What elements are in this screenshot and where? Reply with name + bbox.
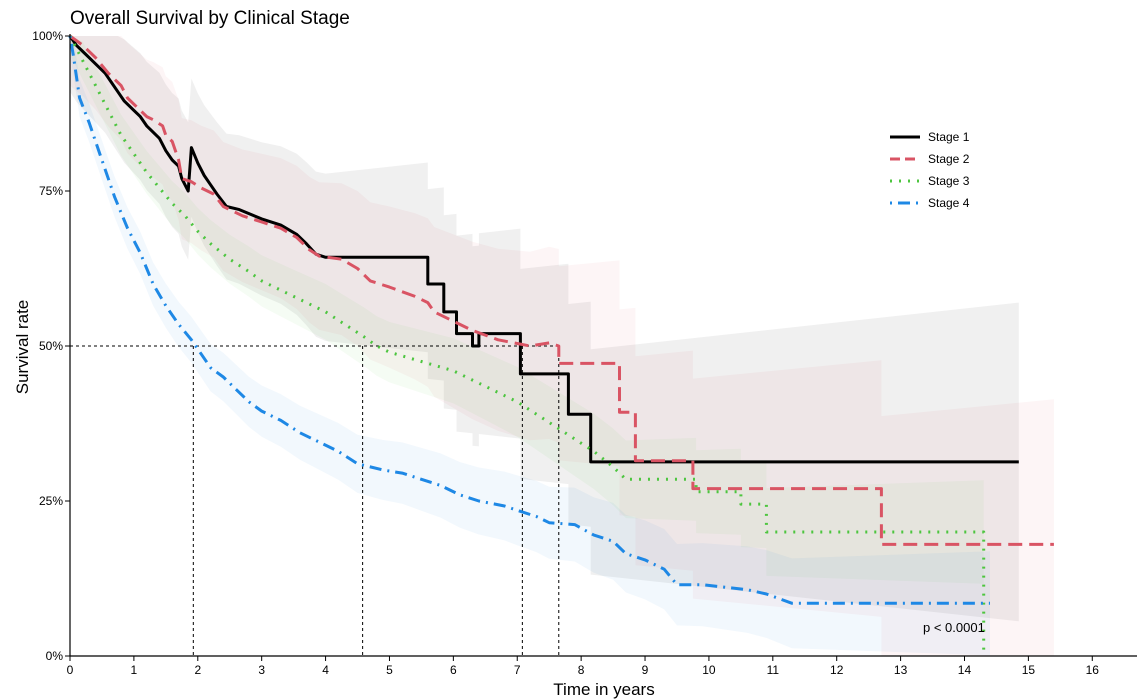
series-2-curve <box>69 34 1054 546</box>
legend-label-4: Stage 4 <box>928 196 970 210</box>
x-tick-label: 16 <box>1086 663 1100 677</box>
series-3-curve <box>68 35 986 656</box>
y-tick-label: 75% <box>39 184 63 198</box>
x-tick-label: 10 <box>702 663 716 677</box>
x-tick-label: 11 <box>767 663 780 677</box>
median-reference-lines <box>70 345 560 656</box>
confidence-band-4 <box>70 36 990 656</box>
legend: Stage 1 Stage 2 Stage 3 Stage 4 <box>890 130 970 210</box>
x-tick-label: 6 <box>450 663 457 677</box>
series-4-curve <box>68 35 990 605</box>
x-tick-label: 3 <box>258 663 265 677</box>
x-tick-label: 12 <box>830 663 844 677</box>
p-value-annotation: p < 0.0001 <box>923 620 985 635</box>
series-1-curve <box>68 35 1019 464</box>
x-tick-label: 14 <box>958 663 972 677</box>
legend-label-2: Stage 2 <box>928 152 970 166</box>
y-tick-label: 100% <box>32 29 63 43</box>
legend-label-1: Stage 1 <box>928 130 970 144</box>
y-axis-title: Survival rate <box>13 300 32 394</box>
confidence-bands <box>70 36 1054 656</box>
x-tick-label: 4 <box>322 663 329 677</box>
x-tick-label: 5 <box>386 663 393 677</box>
x-tick-label: 1 <box>131 663 138 677</box>
x-tick-label: 8 <box>578 663 585 677</box>
x-tick-label: 9 <box>642 663 649 677</box>
x-tick-label: 15 <box>1022 663 1036 677</box>
confidence-band-3 <box>70 36 984 656</box>
y-tick-label: 25% <box>39 494 63 508</box>
chart-title: Overall Survival by Clinical Stage <box>70 8 350 29</box>
legend-label-3: Stage 3 <box>928 174 970 188</box>
x-tick-label: 0 <box>67 663 74 677</box>
y-tick-label: 0% <box>46 649 64 663</box>
x-axis-title: Time in years <box>553 680 654 699</box>
x-tick-label: 7 <box>514 663 521 677</box>
confidence-band-1 <box>70 36 1019 622</box>
axes: 0 1 2 3 4 5 6 7 8 9 10 11 12 13 14 15 160%25%50%75%100% <box>32 29 1137 677</box>
y-tick-label: 50% <box>39 339 63 353</box>
survival-curves <box>68 34 1054 656</box>
x-tick-label: 2 <box>194 663 201 677</box>
confidence-band-2 <box>70 36 1054 656</box>
x-tick-label: 13 <box>894 663 908 677</box>
